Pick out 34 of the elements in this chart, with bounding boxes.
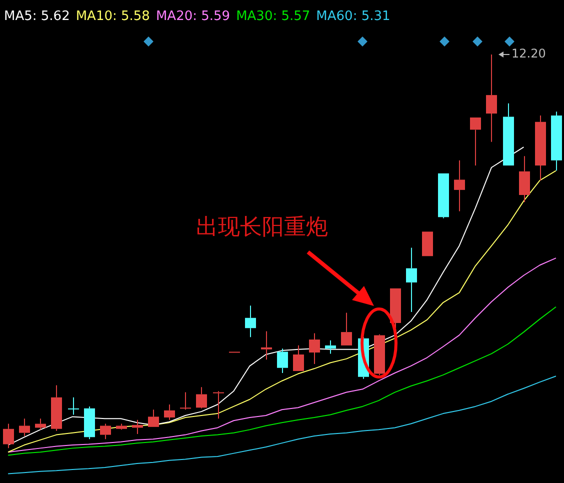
- text: MA30: 5.57: [236, 9, 310, 24]
- candlestick: [213, 390, 224, 420]
- candlestick: [406, 247, 417, 312]
- annotation: 出现长阳重炮: [196, 214, 328, 242]
- annotation: 12.20: [511, 46, 546, 61]
- text: MA10: 5.58: [76, 9, 150, 24]
- candlestick: [245, 305, 256, 338]
- candlestick: [132, 419, 143, 435]
- text: MA20: 5.59: [156, 9, 230, 24]
- candlestick: [341, 312, 352, 346]
- candlestick: [551, 111, 562, 172]
- candlestick: [438, 173, 449, 219]
- candlestick: [261, 330, 272, 360]
- candlestick: [535, 115, 546, 181]
- candlestick: [277, 348, 288, 374]
- candlestick: [486, 54, 497, 142]
- candlestick: [519, 156, 530, 203]
- candlestick: [470, 117, 481, 166]
- candlestick: [196, 386, 207, 409]
- candlestick: [325, 340, 336, 354]
- candlestick: [454, 160, 465, 212]
- candlestick: [164, 404, 175, 420]
- candlestick: [309, 332, 320, 364]
- candlestick: [148, 409, 159, 427]
- text: MA60: 5.31: [316, 9, 390, 24]
- text: MA5: 5.62: [4, 9, 70, 24]
- candlestick: [68, 396, 79, 416]
- candlestick: [51, 384, 62, 432]
- candlestick: [3, 423, 14, 449]
- candlestick: [293, 344, 304, 372]
- candlestick: [503, 102, 514, 166]
- candlestick: [180, 392, 191, 410]
- candlestick: [84, 406, 95, 440]
- candlestick: [19, 418, 30, 436]
